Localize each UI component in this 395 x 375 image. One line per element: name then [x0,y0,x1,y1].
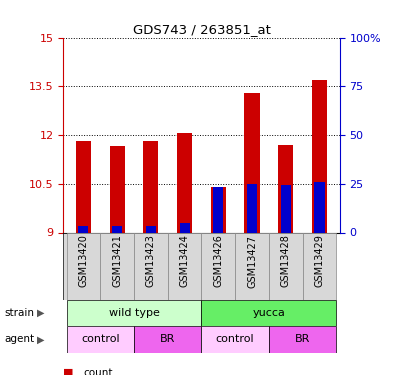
Text: wild type: wild type [109,308,160,318]
Bar [247,184,257,232]
Text: strain: strain [4,308,34,318]
Text: GSM13423: GSM13423 [146,234,156,287]
Bar [76,141,91,232]
Bar [168,232,201,300]
Text: GSM13426: GSM13426 [213,234,223,287]
Bar [269,232,303,300]
Bar [67,326,134,352]
Text: count: count [83,368,113,375]
Text: control: control [81,334,120,344]
Text: ▶: ▶ [37,334,44,344]
Text: ■: ■ [63,368,74,375]
Text: control: control [216,334,254,344]
Bar [314,182,325,232]
Bar [245,93,260,232]
Bar [67,300,201,326]
Bar [134,232,168,300]
Bar [312,80,327,232]
Text: GSM13420: GSM13420 [79,234,88,287]
Title: GDS743 / 263851_at: GDS743 / 263851_at [132,23,271,36]
Bar [100,232,134,300]
Bar [177,134,192,232]
Bar [303,232,336,300]
Bar [269,326,336,352]
Bar [146,226,156,232]
Text: GSM13429: GSM13429 [314,234,324,287]
Bar [67,232,100,300]
Bar [281,185,291,232]
Text: GSM13421: GSM13421 [112,234,122,287]
Bar [112,226,122,232]
Bar [278,145,293,232]
Bar [78,226,88,232]
Bar [134,326,201,352]
Bar [211,187,226,232]
Text: GSM13427: GSM13427 [247,234,257,288]
Bar [143,141,158,232]
Text: BR: BR [160,334,175,344]
Bar [235,232,269,300]
Bar [109,146,125,232]
Bar [213,187,223,232]
Bar [201,326,269,352]
Text: yucca: yucca [252,308,285,318]
Text: ▶: ▶ [37,308,44,318]
Bar [201,300,336,326]
Text: GSM13428: GSM13428 [281,234,291,287]
Text: GSM13424: GSM13424 [180,234,190,287]
Text: agent: agent [4,334,34,344]
Bar [180,223,190,232]
Bar [201,232,235,300]
Text: BR: BR [295,334,310,344]
